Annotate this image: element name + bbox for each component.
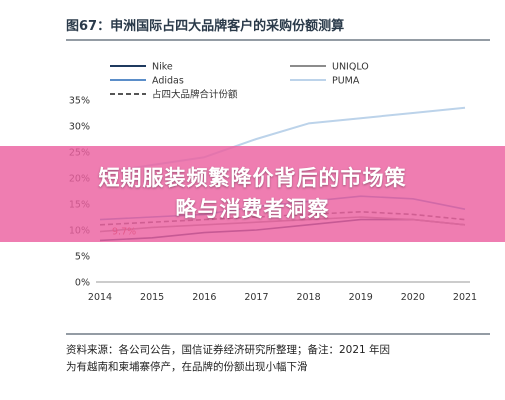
banner-line-1: 短期服装频繁降价背后的市场策 (98, 166, 407, 190)
legend-label-combined: 占四大品牌合计份额 (152, 89, 238, 101)
y-tick-label: 35% (69, 96, 90, 107)
x-tick-label: 2016 (192, 292, 216, 303)
legend-label-adidas: Adidas (152, 76, 184, 87)
y-tick-label: 0% (75, 278, 90, 289)
x-tick-label: 2015 (140, 292, 164, 303)
legend-label-puma: PUMA (332, 76, 360, 87)
x-tick-label: 2017 (244, 292, 268, 303)
chart-title: 图67：申洲国际占四大品牌客户的采购份额测算 (66, 18, 344, 34)
legend-label-uniqlo: UNIQLO (332, 62, 369, 73)
y-tick-label: 5% (75, 252, 90, 263)
x-tick-label: 2014 (88, 292, 112, 303)
legend-label-nike: Nike (152, 62, 173, 73)
source-line-1: 资料来源：各公司公告，国信证券经济研究所整理；备注：2021 年因 (66, 344, 391, 356)
source-line-2: 为有越南和柬埔寨停产，在品牌的份额出现小幅下滑 (66, 361, 308, 373)
banner-line-2: 略与消费者洞察 (175, 197, 330, 221)
headline-banner: 短期服装频繁降价背后的市场策 略与消费者洞察 (0, 146, 505, 242)
x-tick-label: 2021 (453, 292, 477, 303)
legend: Nike UNIQLO Adidas PUMA 占四大品牌合计份额 (110, 62, 369, 101)
x-tick-label: 2018 (296, 292, 320, 303)
source-note: 资料来源：各公司公告，国信证券经济研究所整理；备注：2021 年因 为有越南和柬… (66, 342, 496, 376)
x-tick-label: 2019 (349, 292, 373, 303)
x-tick-label: 2020 (401, 292, 425, 303)
y-tick-label: 30% (69, 122, 90, 133)
